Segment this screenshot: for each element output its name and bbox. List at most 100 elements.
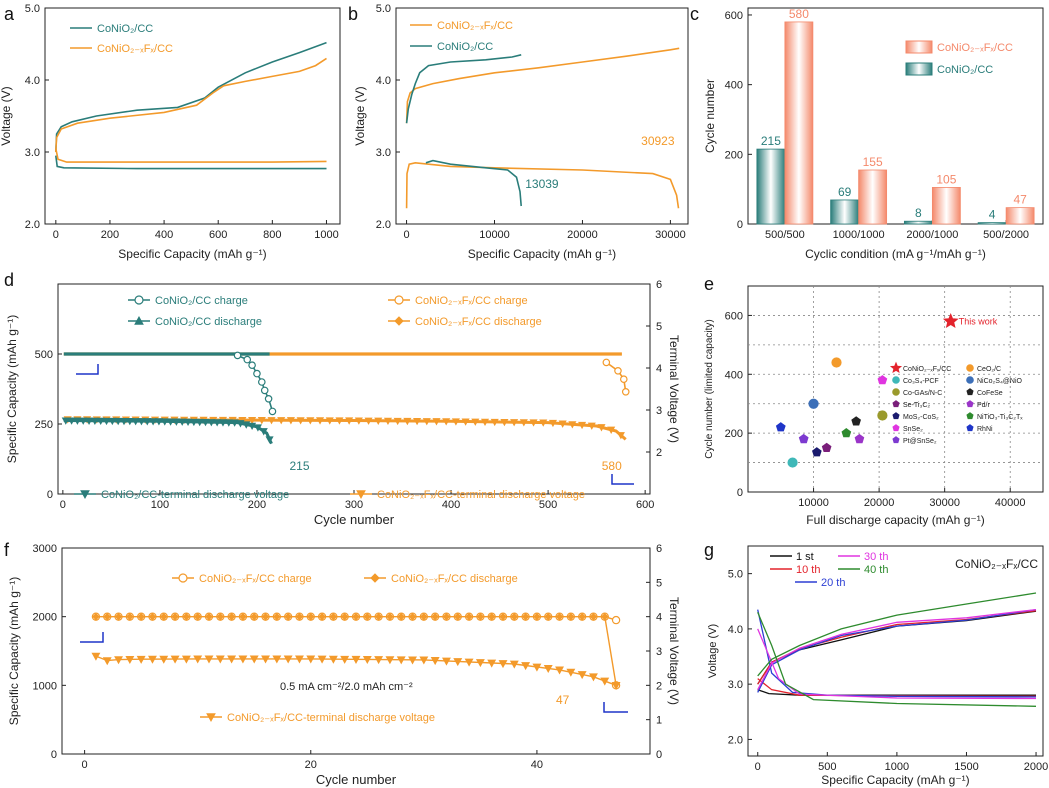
- panel-d-orange-voltage-marker: [461, 418, 470, 426]
- panel-f-charge-marker: [611, 615, 621, 625]
- panel-e-legend-label: NiTiO₃-Ti₃C₂Tₓ: [977, 414, 1023, 421]
- panel-a-ytick-label: 4.0: [25, 75, 40, 87]
- panel-d-teal-voltage-marker: [149, 418, 158, 426]
- panel-f-voltage-marker: [419, 656, 429, 665]
- panel-d-teal-voltage-marker: [207, 419, 216, 427]
- panel-b-legend-teal-label: CoNiO₂/CC: [437, 41, 493, 53]
- panel-c-bar-label: 4: [989, 208, 996, 222]
- panel-d-teal-voltage-marker: [265, 436, 274, 444]
- panel-f-discharge-marker: [397, 612, 405, 621]
- panel-d-teal-charge-marker: [253, 369, 261, 378]
- panel-d-teal-voltage-marker: [79, 417, 88, 425]
- panel-d-orange-voltage-marker: [364, 417, 373, 425]
- panel-e-legend-marker: [966, 400, 974, 408]
- panel-d-teal-voltage-marker: [242, 421, 251, 429]
- panel-d-xtick-label: 600: [636, 499, 654, 511]
- panel-f-discharge-marker: [114, 612, 123, 621]
- panel-g-xtick-label: 1000: [885, 761, 909, 773]
- panel-d-ytick-label: 250: [35, 419, 53, 431]
- panel-f-xtick-label: 20: [305, 759, 317, 771]
- panel-e-xtick-label: 20000: [864, 497, 895, 509]
- panel-a-xtick-label: 1000: [314, 229, 338, 241]
- panel-a-xtick-label: 400: [155, 229, 173, 241]
- panel-f-discharge-marker: [92, 612, 100, 621]
- panel-d-teal-voltage-marker: [248, 422, 257, 430]
- panel-f-voltage-marker: [498, 660, 508, 669]
- panel-f-voltage-marker: [589, 673, 598, 682]
- panel-d-legend-orange-charge-marker: [394, 295, 404, 305]
- panel-f-ytick-label: 2000: [33, 612, 57, 624]
- panel-g-ytick-label: 3.0: [728, 679, 743, 691]
- panel-b-xtick-label: 30000: [655, 229, 686, 241]
- panel-e-legend-label: SnSe₂: [903, 426, 923, 433]
- panel-f-legend-voltage-label: CoNiO₂₋ₓFₓ/CC-terminal discharge voltage: [227, 712, 435, 724]
- panel-d-ytick-label: 500: [35, 349, 53, 361]
- panel-d-teal-voltage-marker: [166, 418, 175, 426]
- panel-f-discharge-marker: [227, 612, 236, 621]
- panel-f-discharge-marker: [544, 612, 552, 621]
- panel-d-teal-voltage-marker: [189, 418, 198, 427]
- panel-d-teal-voltage-marker: [218, 419, 228, 427]
- panel-a-xtick-label: 0: [53, 229, 59, 241]
- panel-d-teal-voltage-marker: [154, 418, 163, 426]
- panel-e-legend-label: MoS₂-CoS₂: [903, 414, 939, 421]
- panel-f-voltage-marker: [430, 657, 440, 666]
- panel-f-voltage-marker: [193, 655, 203, 664]
- panel-e-legend-marker: [892, 424, 900, 432]
- panel-c-bar-label: 580: [789, 7, 809, 21]
- panel-b-frame: [395, 7, 689, 225]
- panel-f-y2tick-label: 0: [656, 749, 662, 761]
- panel-d-teal-voltage-marker: [259, 428, 268, 436]
- panel-f-discharge-marker: [216, 612, 225, 621]
- panel-f-voltage-marker: [521, 662, 531, 671]
- panel-d-teal-voltage-marker: [67, 417, 76, 425]
- panel-g-legend-label: 20 th: [821, 577, 845, 589]
- panel-d-orange-voltage-marker: [325, 417, 334, 425]
- panel-d-orange-voltage-marker: [257, 417, 266, 425]
- panel-f-ytick-label: 3000: [33, 543, 57, 555]
- panel-f-discharge-marker: [431, 612, 439, 621]
- panel-f-voltage-marker: [272, 655, 282, 664]
- panel-f-ylabel: Specific Capacity (mAh g⁻¹): [7, 577, 21, 725]
- panel-f-ytick-label: 0: [51, 749, 57, 761]
- panel-d-orange-voltage-marker: [510, 419, 519, 427]
- panel-f-voltage-marker: [102, 657, 112, 666]
- panel-d-orange-charge-marker: [602, 358, 611, 367]
- panel-d-teal-charge-marker: [260, 386, 269, 395]
- panel-e-legend-label: CoNiO₂₋ₓFₓ/CC: [903, 366, 951, 373]
- panel-f-voltage-marker: [611, 681, 621, 690]
- panel-f-discharge-marker: [386, 612, 394, 621]
- panel-d-teal-voltage-marker: [230, 419, 239, 427]
- panel-f-voltage-marker: [328, 655, 338, 664]
- panel-d-orange-voltage-marker: [432, 418, 441, 426]
- panel-f-discharge-marker: [148, 612, 157, 621]
- panel-g-xtick-label: 0: [755, 761, 761, 773]
- panel-d-orange-voltage-marker: [597, 424, 606, 432]
- panel-d-orange-charge-marker: [621, 387, 630, 396]
- panel-a-series-0: [55, 41, 327, 153]
- panel-d-teal-voltage-marker: [96, 417, 105, 426]
- panel-c-xtick-label: 2000/1000: [906, 229, 958, 241]
- panel-g-legend-label: 40 th: [864, 564, 888, 576]
- panel-e-legend-marker: [892, 412, 900, 420]
- panel-f-discharge-marker: [284, 612, 292, 621]
- panel-c-bar-label: 105: [936, 172, 956, 186]
- panel-d-orange-voltage-marker: [500, 418, 509, 427]
- panel-c-ytick-label: 400: [725, 80, 743, 92]
- panel-b-series-2: [405, 54, 522, 124]
- panel-c-legend-orange: CoNiO₂₋ₓFₓ/CC: [937, 42, 1013, 54]
- panel-f-voltage-marker: [317, 655, 327, 664]
- panel-e-legend-label: CeO₂/C: [977, 366, 1001, 373]
- panel-letter-b: b: [348, 4, 358, 24]
- panel-f-discharge-marker: [103, 612, 111, 621]
- panel-d-orange-voltage-marker: [480, 418, 490, 427]
- panel-c-xtick-label: 1000/1000: [833, 229, 885, 241]
- panel-f-annotation-condition: 0.5 mA cm⁻²/2.0 mAh cm⁻²: [280, 681, 413, 693]
- panel-f-discharge-marker: [239, 612, 247, 621]
- panel-f-voltage-marker: [114, 656, 123, 665]
- panel-c-bar-teal: [977, 222, 1007, 225]
- panel-f-y2tick-label: 5: [656, 577, 662, 589]
- panel-d-orange-voltage-marker: [529, 419, 538, 427]
- panel-g-frame: [747, 545, 1044, 757]
- panel-f-legend-discharge-label: CoNiO₂₋ₓFₓ/CC discharge: [391, 573, 518, 585]
